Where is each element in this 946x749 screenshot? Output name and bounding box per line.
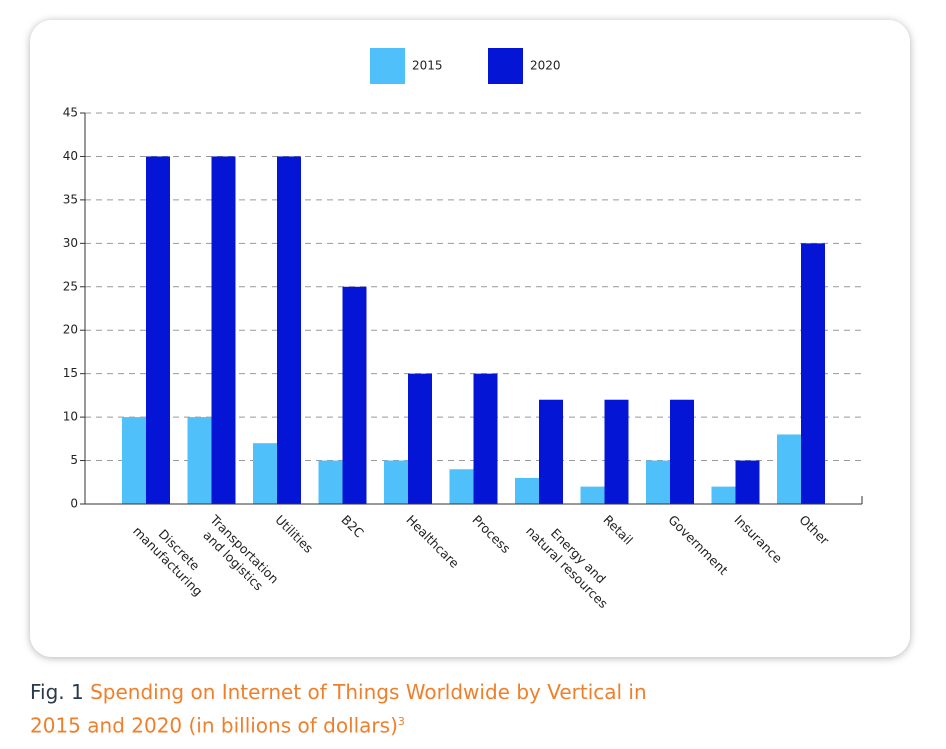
bar xyxy=(449,469,474,504)
bar xyxy=(408,373,432,504)
bar xyxy=(646,460,670,504)
y-tick-label: 45 xyxy=(63,106,78,120)
legend-swatch xyxy=(488,48,523,84)
y-tick-label: 35 xyxy=(63,192,78,206)
bar xyxy=(122,417,146,504)
bar xyxy=(384,460,408,504)
y-tick-label: 30 xyxy=(63,236,78,250)
caption: Fig. 1 Spending on Internet of Things Wo… xyxy=(30,678,670,741)
y-tick-label: 5 xyxy=(70,453,78,467)
y-tick-label: 40 xyxy=(63,149,78,163)
bar xyxy=(735,460,760,504)
bar xyxy=(253,443,277,504)
bar xyxy=(342,286,367,504)
legend-swatch xyxy=(370,48,405,84)
bar xyxy=(515,477,539,504)
caption-note: 3 xyxy=(397,715,405,728)
bar xyxy=(604,399,629,504)
bar xyxy=(711,486,736,504)
legend-label: 2015 xyxy=(412,59,443,73)
bar xyxy=(211,156,236,504)
y-tick-label: 10 xyxy=(63,410,78,424)
bar xyxy=(473,373,498,504)
bar xyxy=(277,156,301,504)
y-tick-label: 15 xyxy=(63,366,78,380)
y-tick-label: 20 xyxy=(63,323,78,337)
legend-label: 2020 xyxy=(530,59,561,73)
bar xyxy=(146,156,170,504)
bar xyxy=(539,399,563,504)
bar xyxy=(187,417,212,504)
y-tick-label: 25 xyxy=(63,279,78,293)
bar xyxy=(670,399,694,504)
bar xyxy=(801,243,825,505)
caption-text: Spending on Internet of Things Worldwide… xyxy=(30,680,647,738)
caption-label: Fig. 1 xyxy=(30,680,84,704)
bar xyxy=(777,434,801,504)
y-tick-label: 0 xyxy=(70,497,78,511)
bar xyxy=(318,460,343,504)
bar xyxy=(580,486,605,504)
